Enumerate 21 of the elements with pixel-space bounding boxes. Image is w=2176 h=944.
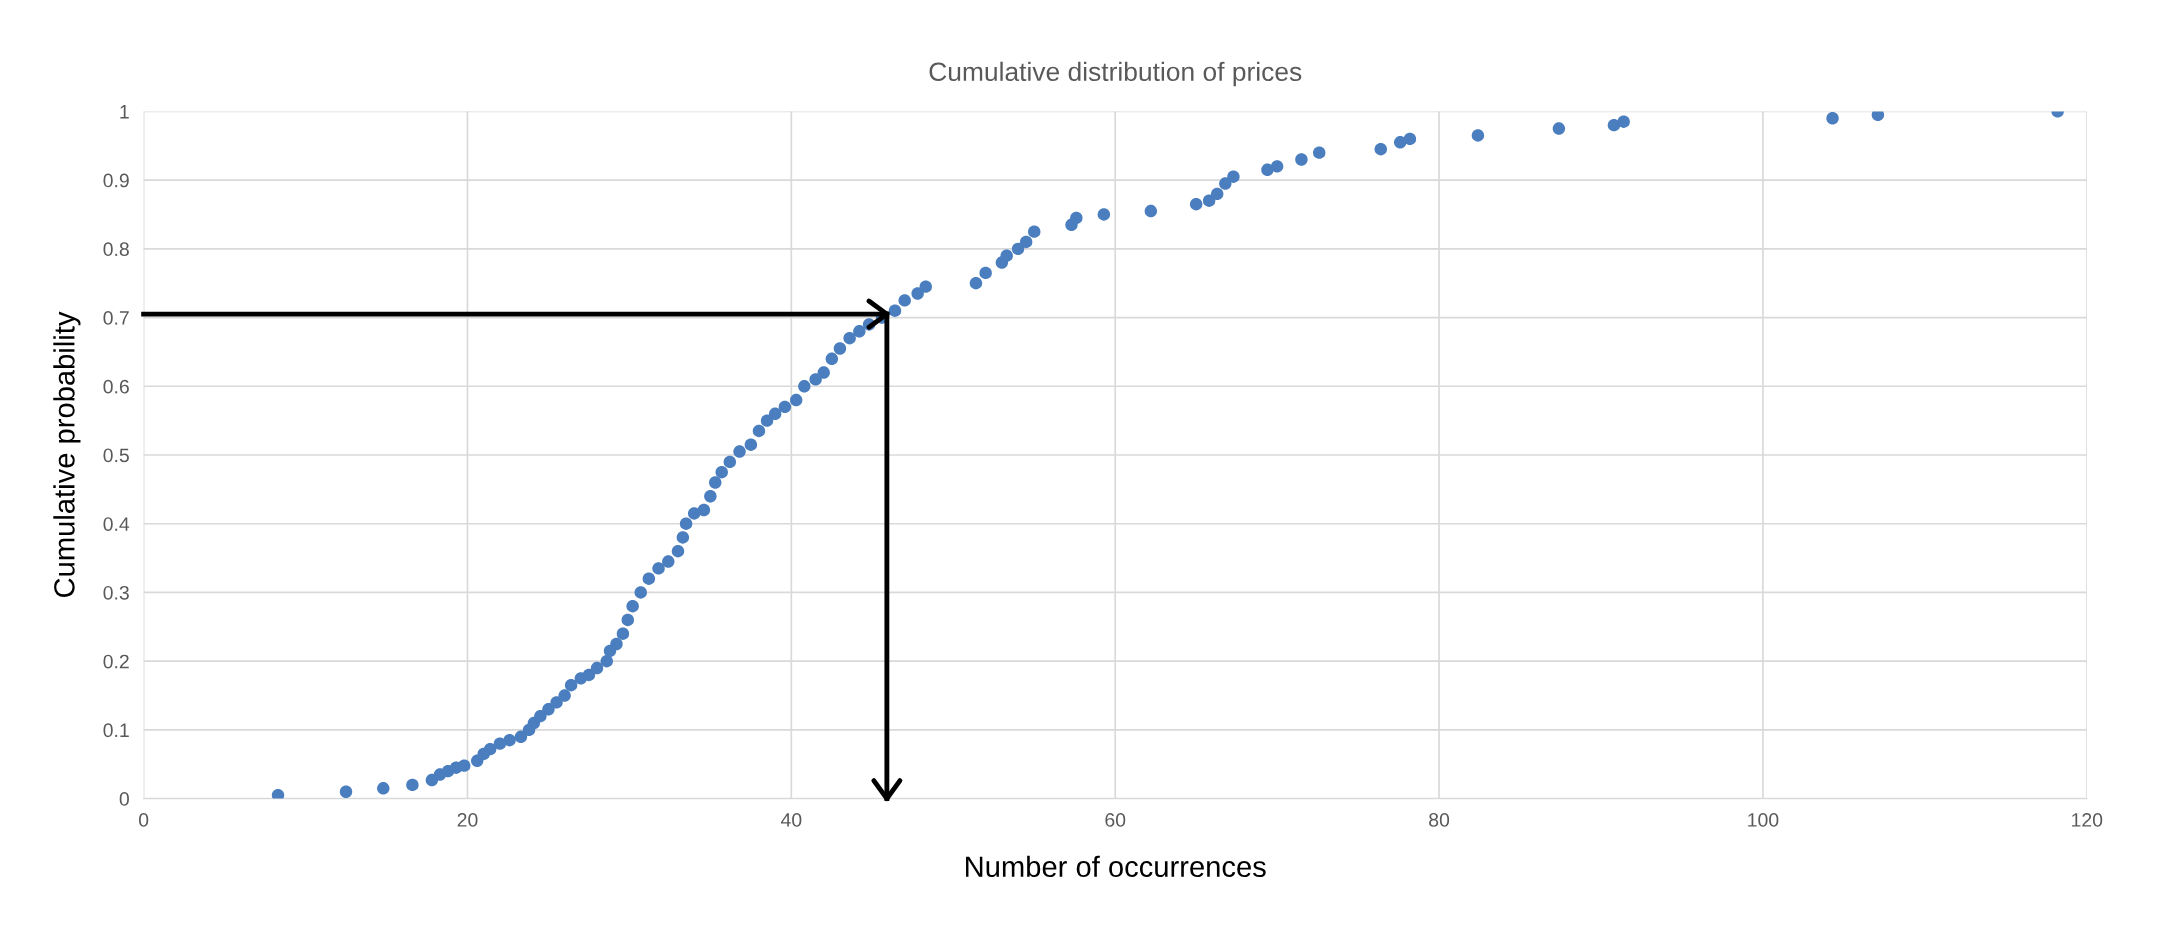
y-tick-label: 1 [120, 105, 129, 119]
y-tick-label: 0.7 [103, 311, 129, 325]
x-tick-label: 60 [1105, 813, 1126, 827]
chart-title: Cumulative distribution of prices [929, 61, 1302, 87]
x-tick-label: 120 [2072, 813, 2103, 827]
y-tick-label: 0.5 [103, 448, 129, 463]
x-axis-title: Number of occurrences [966, 855, 1266, 878]
y-tick-label: 0.3 [103, 585, 129, 600]
x-tick-label: 0 [138, 813, 149, 827]
x-tick-label: 80 [1429, 813, 1450, 827]
y-tick-label: 0.8 [103, 242, 129, 257]
y-tick-label: 0.2 [103, 654, 129, 669]
x-tick-label: 40 [780, 813, 802, 827]
y-tick-label: 0 [119, 792, 129, 806]
x-tick-label: 100 [1748, 813, 1779, 827]
y-tick-label: 0.4 [103, 517, 130, 531]
x-tick-label: 20 [457, 813, 478, 827]
y-axis-title: Cumulative probability [53, 311, 81, 597]
y-tick-label: 0.1 [103, 723, 129, 738]
y-tick-label: 0.6 [103, 379, 129, 394]
y-tick-label: 0.9 [103, 173, 129, 188]
